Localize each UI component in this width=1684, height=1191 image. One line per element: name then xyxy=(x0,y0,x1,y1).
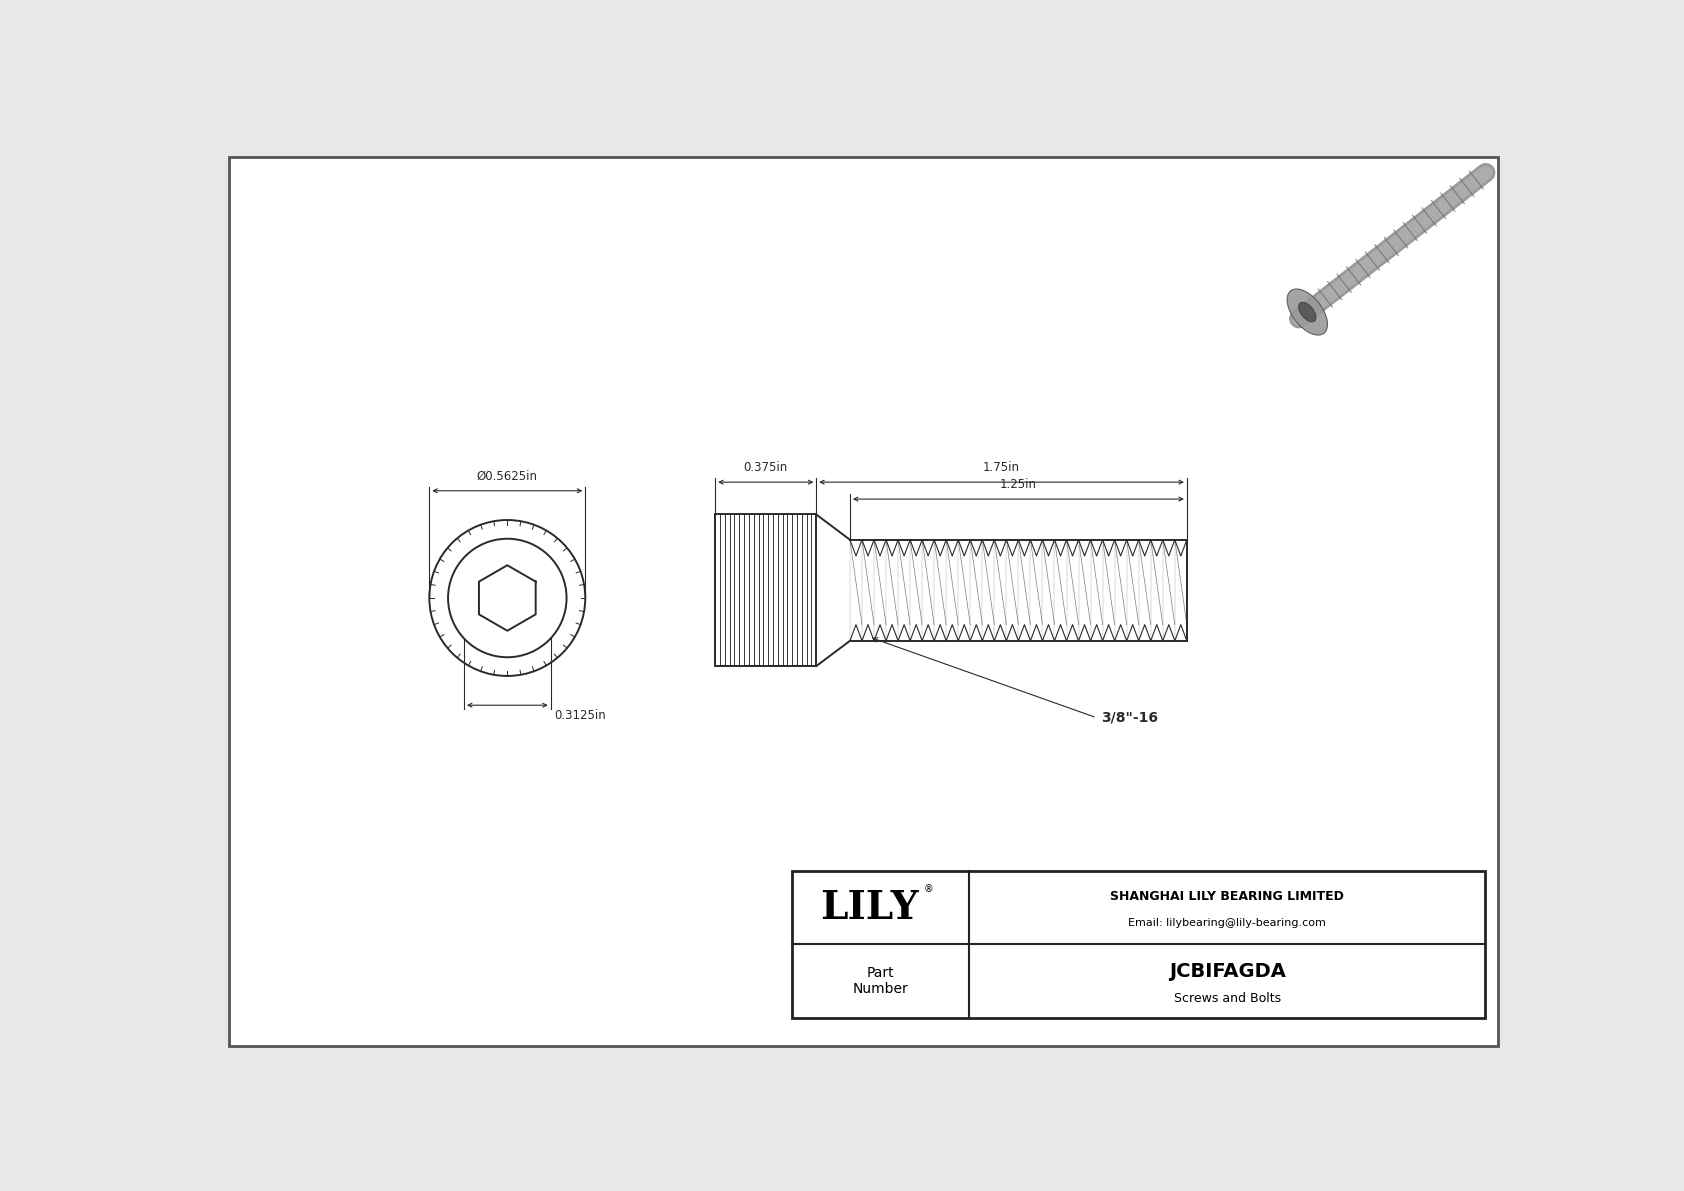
Circle shape xyxy=(429,520,586,676)
Text: 0.3125in: 0.3125in xyxy=(554,709,606,722)
Text: 3/8"-16: 3/8"-16 xyxy=(1101,711,1157,725)
Ellipse shape xyxy=(1298,303,1315,322)
Text: 1.25in: 1.25in xyxy=(1000,479,1037,492)
Circle shape xyxy=(448,538,566,657)
Text: Part
Number: Part Number xyxy=(852,966,909,996)
Text: JCBIFAGDA: JCBIFAGDA xyxy=(1169,962,1285,981)
Text: LILY: LILY xyxy=(820,888,918,927)
Text: SHANGHAI LILY BEARING LIMITED: SHANGHAI LILY BEARING LIMITED xyxy=(1110,890,1344,903)
Text: Email: lilybearing@lily-bearing.com: Email: lilybearing@lily-bearing.com xyxy=(1128,918,1327,928)
Text: 0.375in: 0.375in xyxy=(744,461,788,474)
Text: 1.75in: 1.75in xyxy=(983,461,1021,474)
Text: Ø0.5625in: Ø0.5625in xyxy=(477,470,537,484)
Bar xyxy=(716,515,817,666)
Bar xyxy=(791,872,1485,1017)
Ellipse shape xyxy=(1287,289,1327,335)
Text: Screws and Bolts: Screws and Bolts xyxy=(1174,991,1282,1004)
Bar xyxy=(791,872,1485,1017)
Text: ®: ® xyxy=(923,884,933,893)
